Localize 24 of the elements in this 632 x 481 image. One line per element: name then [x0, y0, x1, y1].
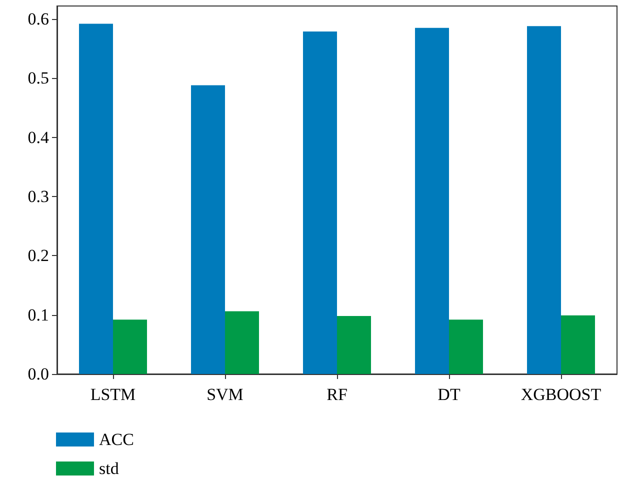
x-tick-label: DT: [438, 385, 461, 404]
y-tick-label: 0.5: [28, 68, 49, 88]
x-tick-label: SVM: [206, 385, 244, 404]
y-tick-label: 0.1: [28, 305, 49, 324]
bar: [191, 85, 225, 374]
x-tick-label: RF: [326, 385, 348, 404]
y-tick-label: 0.4: [28, 128, 50, 147]
bar: [561, 315, 595, 374]
bar: [113, 320, 147, 374]
y-tick-label: 0.2: [28, 246, 49, 266]
x-tick-label: LSTM: [90, 385, 136, 404]
x-tick-label: XGBOOST: [520, 385, 602, 404]
bar: [415, 28, 449, 374]
legend-label: ACC: [99, 430, 134, 449]
y-tick-label: 0.6: [28, 10, 49, 29]
bar: [79, 24, 113, 374]
y-tick-label: 0.0: [28, 364, 49, 384]
bar: [303, 31, 337, 374]
bar: [337, 316, 371, 374]
bar: [225, 311, 259, 374]
y-tick-label: 0.3: [28, 187, 49, 206]
bar: [449, 320, 483, 374]
legend-label: std: [99, 459, 120, 478]
bar: [527, 26, 561, 374]
